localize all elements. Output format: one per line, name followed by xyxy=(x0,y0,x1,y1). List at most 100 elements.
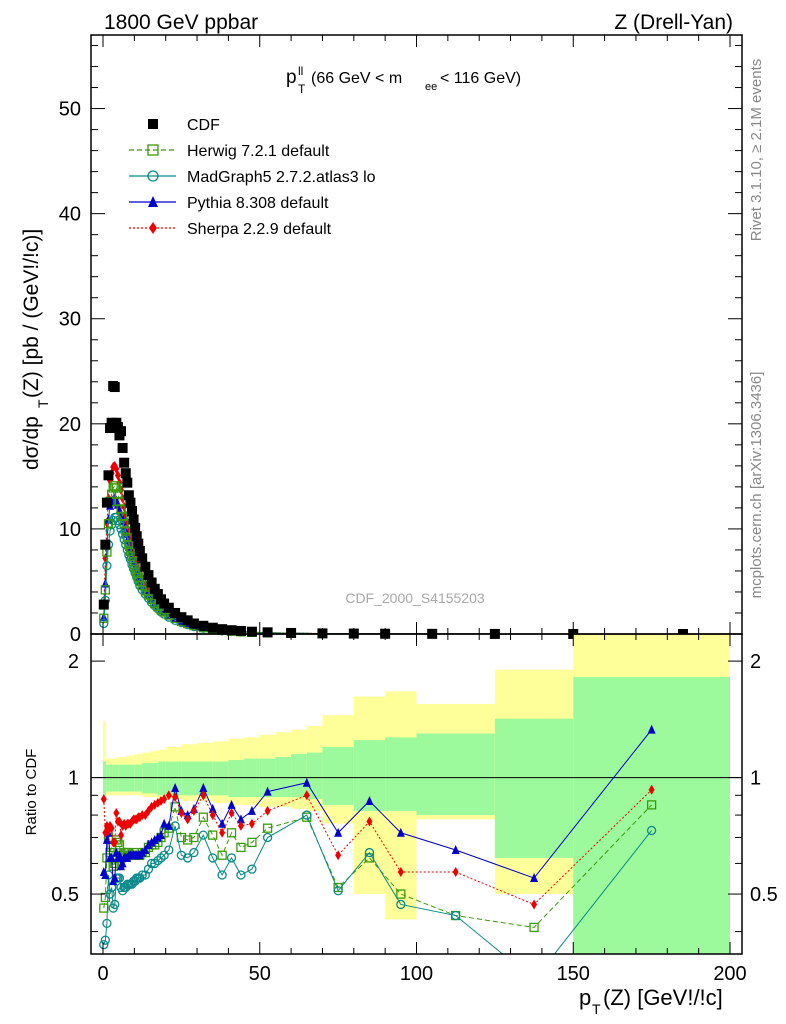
top-point xyxy=(117,529,128,539)
band-green-bin xyxy=(228,760,245,798)
ratio-point xyxy=(105,889,115,899)
ratio-point xyxy=(153,855,163,866)
legend-label: CDF xyxy=(187,117,220,134)
ratio-point xyxy=(208,803,217,813)
ratio-point xyxy=(147,837,156,847)
top-point xyxy=(176,612,187,623)
top-point xyxy=(98,599,109,610)
ratio-point xyxy=(189,847,199,858)
y-tick-label-top: 30 xyxy=(59,309,81,331)
top-point xyxy=(120,468,131,479)
top-point xyxy=(235,625,246,636)
top-point xyxy=(117,442,128,453)
ratio-point xyxy=(113,807,120,818)
ratio-point xyxy=(141,844,150,854)
mcplots-label: mcplots.cern.ch [arXiv:1306.3436] xyxy=(748,372,765,599)
ratio-point xyxy=(226,853,237,863)
ratio-point xyxy=(102,834,111,844)
band-green-bin xyxy=(112,764,116,792)
ratio-point xyxy=(100,794,107,805)
top-point xyxy=(122,477,133,488)
legend-marker xyxy=(149,222,157,234)
ratio-point xyxy=(198,812,208,822)
ratio-point xyxy=(236,814,245,824)
ratio-point xyxy=(263,786,272,796)
ratio-point xyxy=(396,827,405,837)
band-green-bin xyxy=(385,737,417,811)
ratio-point xyxy=(118,858,127,868)
ratio-point xyxy=(189,832,199,843)
top-point xyxy=(100,585,111,595)
legend-label: Sherpa 2.2.9 default xyxy=(187,221,332,238)
ratio-point xyxy=(159,850,169,860)
ratio-point xyxy=(160,818,169,828)
top-point xyxy=(130,522,141,533)
top-point xyxy=(188,618,199,629)
top-point xyxy=(125,546,136,556)
top-series-line xyxy=(103,497,683,635)
ratio-point xyxy=(108,861,118,871)
ratio-point xyxy=(150,834,159,844)
top-point xyxy=(105,423,116,434)
y-axis-label-bottom: Ratio to CDF xyxy=(23,749,40,836)
x-label-b: (Z) [GeV!/!c] xyxy=(603,985,723,1010)
legend-marker xyxy=(148,119,158,129)
ratio-point xyxy=(170,821,180,831)
legend-entry: Herwig 7.2.1 default xyxy=(129,143,330,160)
y-tick-label-top: 0 xyxy=(70,624,81,646)
ratio-point xyxy=(164,820,173,830)
ratio-point xyxy=(111,837,118,848)
y-tick-label-top: 20 xyxy=(59,414,81,436)
header-left: 1800 GeV ppbar xyxy=(104,11,258,34)
ratio-point xyxy=(262,823,273,833)
ratio-point xyxy=(170,802,180,812)
panel-title-sup: ll xyxy=(298,64,303,78)
ratio-point xyxy=(99,940,109,950)
top-point xyxy=(133,538,144,549)
ratio-point xyxy=(150,858,160,869)
top-point xyxy=(182,615,193,626)
legend-entry: Sherpa 2.2.9 default xyxy=(129,221,332,238)
ratio-point xyxy=(366,816,373,827)
top-point xyxy=(207,622,218,633)
y-tick-label-ratio-right: 2 xyxy=(750,651,761,673)
ratio-point xyxy=(236,870,246,880)
top-point xyxy=(130,562,140,572)
ratio-point xyxy=(236,842,246,853)
band-green-bin xyxy=(416,733,495,816)
ratio-point xyxy=(156,830,165,840)
ratio-point xyxy=(227,799,236,809)
top-point xyxy=(126,506,137,517)
band-green-bin xyxy=(306,752,323,800)
top-point xyxy=(132,567,142,577)
legend-entry: Pythia 8.308 default xyxy=(129,195,329,212)
ratio-point xyxy=(182,835,193,845)
top-point xyxy=(100,539,111,550)
ratio-uncertainty-bands xyxy=(103,634,730,954)
top-point xyxy=(123,490,134,501)
ratio-point xyxy=(219,827,226,838)
ratio-point xyxy=(396,889,406,899)
top-point xyxy=(111,483,121,493)
top-point xyxy=(149,583,160,594)
ratio-point xyxy=(100,935,111,945)
ratio-point xyxy=(451,844,460,854)
ratio-point xyxy=(237,820,244,831)
legend-label: MadGraph5 2.7.2.atlas3 lo xyxy=(187,169,376,186)
top-point xyxy=(217,624,228,635)
ratio-point xyxy=(164,845,174,855)
analysis-id: CDF_2000_S4155203 xyxy=(345,590,485,606)
top-point xyxy=(198,620,209,631)
top-point xyxy=(116,426,127,437)
top-point xyxy=(143,570,154,581)
ratio-point xyxy=(172,792,179,803)
y-tick-label-top: 40 xyxy=(59,204,81,226)
ratio-point xyxy=(302,777,311,787)
panel-title-rest-b: < 116 GeV) xyxy=(440,70,521,87)
y-tick-label-ratio: 0.5 xyxy=(51,884,79,906)
x-tick-label: 150 xyxy=(557,963,590,985)
ratio-point xyxy=(248,818,255,829)
ratio-point xyxy=(144,839,153,849)
ratio-series xyxy=(99,724,656,886)
ratio-point xyxy=(199,782,208,792)
